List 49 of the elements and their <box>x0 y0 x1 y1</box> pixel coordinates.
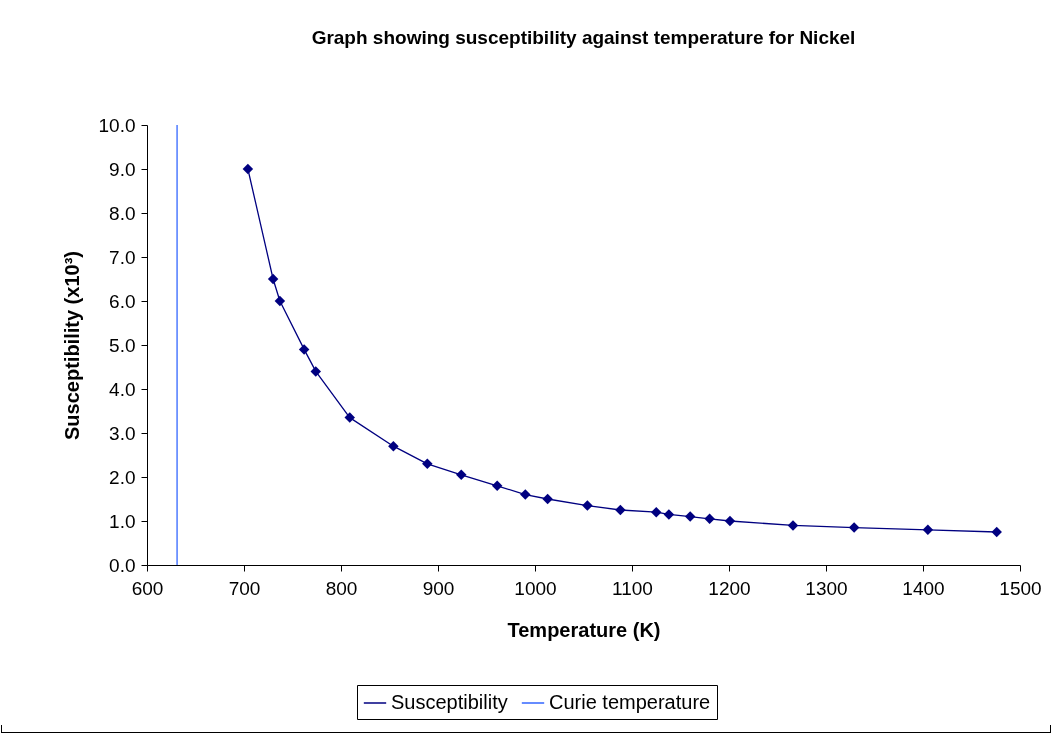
y-axis-title: Susceptibility (x10³) <box>60 251 83 440</box>
x-tick-label: 700 <box>228 577 261 599</box>
point <box>704 513 715 525</box>
point <box>787 520 799 531</box>
chart-title: Graph showing susceptibility against temperature for Nickel <box>311 27 856 48</box>
point <box>344 412 355 423</box>
point <box>651 506 662 518</box>
y-tick-label: 1.0 <box>109 510 136 532</box>
point <box>542 493 553 505</box>
legend-label: Curie temperature <box>549 691 711 713</box>
point <box>274 295 286 307</box>
point <box>848 522 860 533</box>
point <box>615 504 626 516</box>
point <box>267 273 279 285</box>
x-tick-label: 1300 <box>805 577 848 599</box>
point <box>456 469 467 481</box>
x-tick-label: 600 <box>131 577 164 599</box>
x-tick-label: 1000 <box>514 577 557 599</box>
y-tick-label: 7.0 <box>109 246 136 268</box>
point <box>991 526 1002 538</box>
y-tick-label: 6.0 <box>109 290 136 312</box>
x-tick-label: 1200 <box>708 577 751 599</box>
point <box>310 366 322 377</box>
point <box>663 509 675 520</box>
x-tick-label: 1400 <box>902 577 945 599</box>
point <box>422 458 433 470</box>
x-tick-label: 1500 <box>999 577 1042 599</box>
y-tick-label: 4.0 <box>109 378 136 400</box>
point <box>684 511 696 522</box>
x-tick-label: 1100 <box>612 577 653 599</box>
point <box>298 344 310 355</box>
y-tick-label: 8.0 <box>109 202 136 224</box>
point <box>582 500 593 511</box>
y-tick-label: 2.0 <box>109 466 136 488</box>
legend-label: Susceptibility <box>391 691 508 713</box>
y-tick-label: 10.0 <box>98 114 136 136</box>
point <box>922 524 934 536</box>
point <box>724 515 736 527</box>
point <box>388 440 399 452</box>
y-tick-label: 3.0 <box>109 422 136 444</box>
point <box>520 489 531 500</box>
y-tick-label: 5.0 <box>109 334 136 356</box>
x-axis-title: Temperature (K) <box>507 618 661 641</box>
point <box>491 480 503 492</box>
y-tick-label: 0.0 <box>109 554 136 576</box>
y-tick-label: 9.0 <box>109 158 136 180</box>
x-tick-label: 900 <box>422 577 455 599</box>
x-tick-label: 800 <box>325 577 358 599</box>
point <box>242 163 254 175</box>
